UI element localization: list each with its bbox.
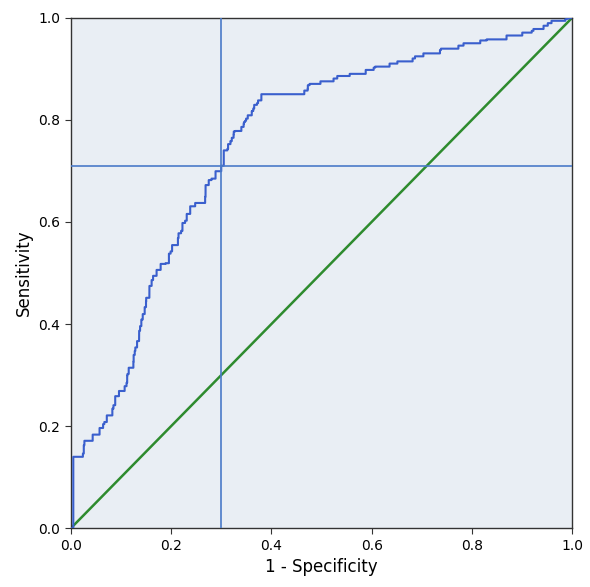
X-axis label: 1 - Specificity: 1 - Specificity	[266, 558, 378, 576]
Y-axis label: Sensitivity: Sensitivity	[15, 230, 33, 316]
